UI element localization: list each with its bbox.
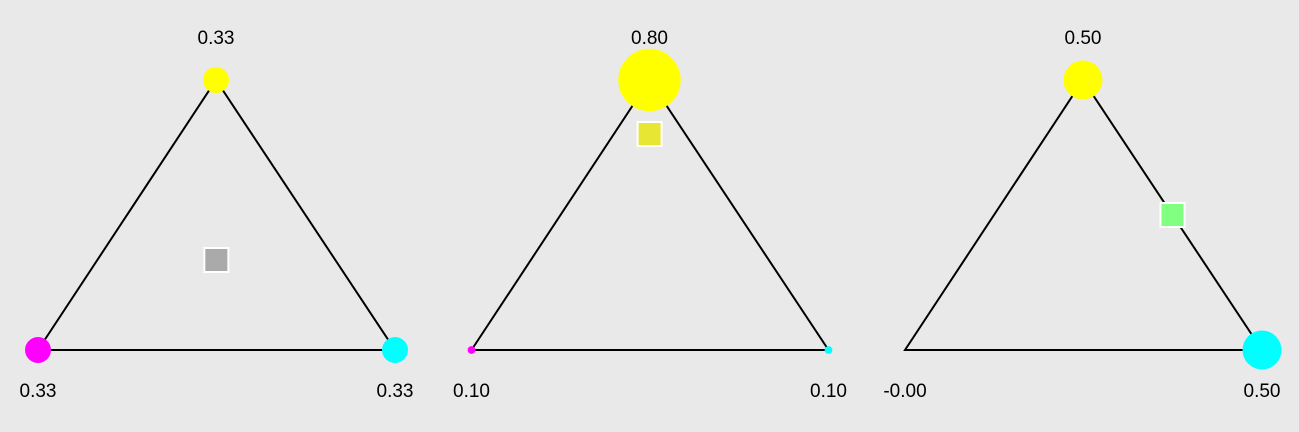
- weight-label: 0.50: [1244, 381, 1281, 402]
- weight-label: -0.00: [883, 381, 926, 402]
- vertex-weight: [467, 346, 476, 354]
- triangle: [36, 78, 397, 351]
- mixed-point: [203, 247, 230, 273]
- weight-label: 0.33: [20, 381, 57, 402]
- mixed-point: [636, 121, 663, 147]
- vertex-weight: [1242, 330, 1282, 370]
- weight-label: 0.33: [198, 28, 235, 49]
- triangle: [469, 78, 831, 351]
- weight-label: 0.10: [810, 381, 847, 402]
- vertex-weight: [203, 67, 229, 93]
- vertex-weight: [618, 48, 681, 112]
- weight-label: 0.50: [1065, 28, 1102, 49]
- weight-label: 0.33: [377, 381, 414, 402]
- weight-label: 0.80: [631, 28, 668, 49]
- vertex-weight: [25, 337, 51, 363]
- triangle: [903, 78, 1264, 351]
- vertex-weight: [1063, 60, 1103, 100]
- vertex-weight: [382, 337, 408, 363]
- mixed-point: [1159, 202, 1186, 228]
- weight-label: 0.10: [453, 381, 490, 402]
- vertex-weight: [824, 346, 833, 354]
